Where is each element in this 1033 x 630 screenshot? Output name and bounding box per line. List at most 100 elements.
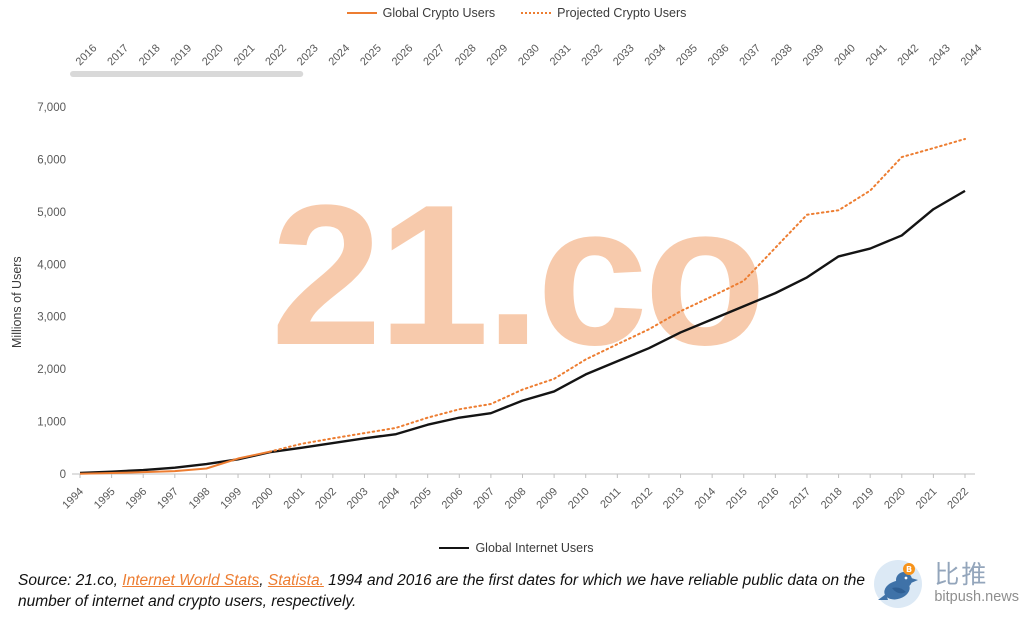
svg-text:2000: 2000 [250,486,276,512]
svg-text:7,000: 7,000 [37,102,66,114]
bitpush-logo: B [874,558,926,610]
svg-text:1997: 1997 [155,486,181,512]
svg-text:1995: 1995 [92,486,118,512]
svg-text:2033: 2033 [611,42,637,68]
svg-text:2039: 2039 [801,42,827,68]
source-text-1: Source: 21.co, [18,572,123,589]
legend-label-global-internet-users: Global Internet Users [475,541,594,555]
svg-text:2009: 2009 [534,486,560,512]
watermark-21co: 21.co [270,164,766,387]
solid-black-line-swatch [439,547,470,549]
svg-text:2003: 2003 [345,486,371,512]
svg-text:6,000: 6,000 [37,154,66,166]
y-axis-labels: 0 1,000 2,000 3,000 4,000 5,000 6,000 7,000 [37,102,66,481]
svg-text:2020: 2020 [882,486,908,512]
svg-text:2018: 2018 [137,42,163,68]
y-axis-title: Millions of Users [10,256,24,348]
series-lines [79,137,966,475]
svg-text:2,000: 2,000 [37,364,66,376]
solid-orange-line-swatch [346,12,377,14]
link-internet-world-stats[interactable]: Internet World Stats [122,572,260,589]
svg-text:2044: 2044 [959,42,985,68]
svg-text:2043: 2043 [927,42,953,68]
svg-text:5,000: 5,000 [37,207,66,219]
svg-text:2023: 2023 [295,42,321,68]
svg-text:2036: 2036 [706,42,732,68]
svg-text:2004: 2004 [376,486,402,512]
source-note: Source: 21.co, Internet World Stats, Sta… [18,571,874,613]
svg-text:2022: 2022 [263,42,289,68]
legend-label-global-crypto-users: Global Crypto Users [382,6,496,20]
svg-text:2006: 2006 [440,486,466,512]
svg-text:2032: 2032 [579,42,605,68]
svg-text:2041: 2041 [864,42,890,68]
svg-text:B: B [906,565,912,574]
legend-bottom: Global Internet Users [0,541,1033,555]
svg-text:2017: 2017 [787,486,813,512]
svg-text:2031: 2031 [548,42,574,68]
link-statista[interactable]: Statista. [267,572,324,589]
svg-text:2027: 2027 [421,42,447,68]
brand-text: 比推 bitpush.news [934,562,1019,605]
svg-text:2028: 2028 [453,42,479,68]
legend-item-global-crypto-users: Global Crypto Users [346,6,496,20]
svg-text:2017: 2017 [105,42,131,68]
svg-text:2010: 2010 [566,486,592,512]
legend-item-projected-crypto-users: Projected Crypto Users [521,6,686,20]
svg-text:2018: 2018 [819,486,845,512]
svg-text:1998: 1998 [187,486,213,512]
svg-text:2011: 2011 [598,486,623,511]
svg-text:0: 0 [60,469,66,481]
source-text-2: , [259,572,268,589]
brand-site: bitpush.news [934,588,1019,605]
bitpush-branding: B 比推 bitpush.news [874,558,1019,610]
svg-text:2019: 2019 [168,42,194,68]
svg-text:2042: 2042 [895,42,921,68]
svg-text:2035: 2035 [674,42,700,68]
svg-text:2002: 2002 [313,486,339,512]
svg-text:2021: 2021 [232,42,258,68]
svg-text:2038: 2038 [769,42,795,68]
svg-text:2019: 2019 [851,486,877,512]
line-global-internet-users [79,189,966,475]
svg-text:2040: 2040 [832,42,858,68]
svg-text:2029: 2029 [485,42,511,68]
line-global-crypto-users [79,450,270,475]
svg-text:2012: 2012 [629,486,655,512]
line-projected-crypto-users [268,137,966,453]
dotted-orange-line-swatch [521,12,552,14]
svg-text:2034: 2034 [643,42,669,68]
svg-text:2016: 2016 [756,486,782,512]
svg-text:2026: 2026 [390,42,416,68]
svg-text:2008: 2008 [503,486,529,512]
legend-label-projected-crypto-users: Projected Crypto Users [557,6,687,20]
svg-text:2015: 2015 [724,486,750,512]
svg-text:2007: 2007 [471,486,497,512]
svg-text:1996: 1996 [124,486,150,512]
svg-text:2025: 2025 [358,42,384,68]
svg-text:1999: 1999 [218,486,244,512]
svg-text:2024: 2024 [326,42,352,68]
svg-text:3,000: 3,000 [37,312,66,324]
top-axis-labels: 2016 2017 2018 2019 2020 2021 2022 2023 2024 2025… [74,42,985,68]
svg-text:2021: 2021 [914,486,940,512]
svg-text:2020: 2020 [200,42,226,68]
brand-name-chinese: 比推 [934,561,989,590]
legend-item-global-internet-users: Global Internet Users [439,541,594,555]
svg-text:1994: 1994 [60,486,86,512]
bitcoin-icon [903,563,916,575]
svg-text:2022: 2022 [945,486,971,512]
svg-text:1,000: 1,000 [37,417,66,429]
svg-text:2037: 2037 [737,42,763,68]
svg-text:4,000: 4,000 [37,259,66,271]
source-text-3: 1994 and 2016 are the first dates for wh… [18,572,866,610]
svg-text:2016: 2016 [74,42,100,68]
bottom-axis: 1994 1995 1996 1997 1998 1999 2000 2001 2002 2003… [60,473,975,512]
svg-text:2014: 2014 [692,486,718,512]
top-axis-actual-period-bar [70,71,304,77]
svg-text:2005: 2005 [408,486,434,512]
bird-icon: B [878,563,919,600]
svg-text:2013: 2013 [661,486,687,512]
